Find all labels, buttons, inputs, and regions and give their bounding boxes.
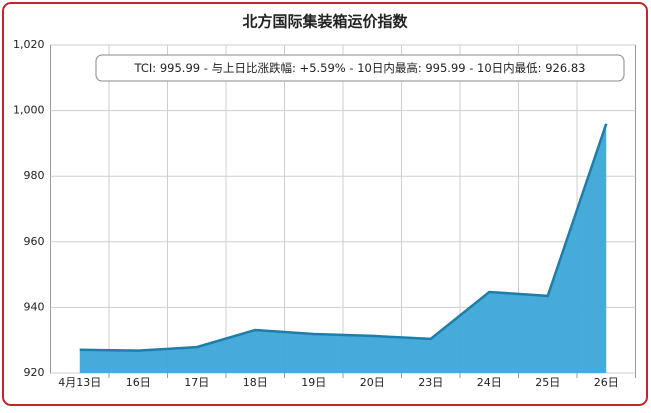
- x-tick-label: 17日: [184, 376, 209, 389]
- y-tick-label: 940: [24, 300, 45, 313]
- y-tick-label: 960: [24, 235, 45, 248]
- annotation-box: [95, 54, 625, 82]
- y-tick-label: 920: [24, 366, 45, 379]
- area: [79, 123, 607, 373]
- x-tick-label: 25日: [535, 376, 560, 389]
- y-tick-label: 1,020: [13, 38, 45, 51]
- x-tick-label: 18日: [243, 376, 268, 389]
- x-tick-label: 23日: [418, 376, 443, 389]
- y-tick-label: 1,000: [13, 104, 45, 117]
- y-tick-label: 980: [24, 169, 45, 182]
- x-tick-label: 16日: [126, 376, 151, 389]
- line: [79, 123, 608, 352]
- x-tick-label: 20日: [360, 376, 385, 389]
- x-tick-label: 4月13日: [58, 376, 101, 389]
- chart-title: 北方国际集装箱运价指数: [242, 13, 408, 31]
- annotation: TCI: 995.99 - 与上日比涨跌幅: +5.59% - 10日内最高: …: [134, 61, 586, 75]
- x-tick-label: 24日: [477, 376, 502, 389]
- x-tick-label: 19日: [301, 376, 326, 389]
- x-tick-label: 26日: [594, 376, 619, 389]
